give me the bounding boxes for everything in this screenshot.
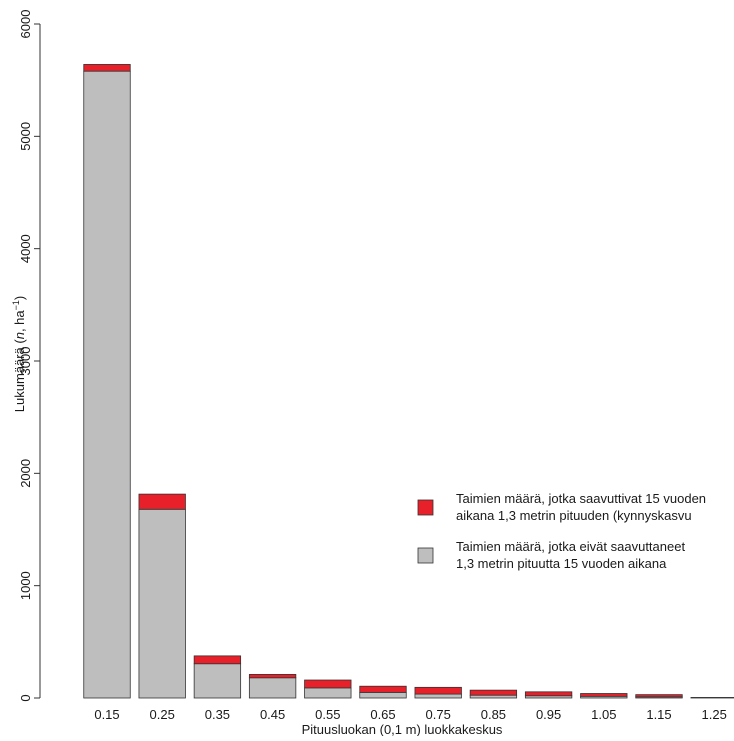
x-axis-ticks: 0.15 0.25 0.35 0.45 0.55 0.65 0.75 0.85 0.95 1.05… [94, 707, 727, 722]
bar-segment-reached [580, 693, 628, 697]
y-axis-title-unit: , ha [12, 310, 27, 332]
bar-segment-reached [83, 64, 131, 72]
y-axis-title-n: n [12, 332, 27, 339]
bar-segment-reached [359, 685, 407, 693]
bar-segment-not-reached [414, 693, 462, 699]
x-tick-label: 0.65 [370, 707, 395, 722]
y-tick-label: 0 [18, 694, 33, 701]
bar-segment-reached [414, 686, 462, 695]
x-tick-label: 1.05 [591, 707, 616, 722]
y-axis-title: Lukumäärä (n, ha−1) [11, 296, 27, 413]
bar-segment-not-reached [469, 694, 518, 699]
y-axis-title-prefix: Lukumäärä ( [12, 339, 27, 413]
legend-label-line: 1,3 metrin pituutta 15 vuoden aikana [456, 556, 667, 571]
bar-segment-reached [635, 694, 683, 698]
bar-segment-not-reached [304, 687, 352, 699]
bar-segment-reached [469, 689, 518, 696]
legend-swatch [417, 499, 434, 516]
bar-segment-not-reached [83, 70, 131, 699]
legend: Taimien määrä, jotka saavuttivat 15 vuod… [417, 491, 706, 571]
x-tick-label: 0.95 [536, 707, 561, 722]
y-tick-label: 6000 [18, 10, 33, 39]
x-tick-label: 0.15 [94, 707, 119, 722]
x-tick-label: 1.25 [702, 707, 727, 722]
y-tick-label: 3000 [18, 347, 33, 376]
x-tick-label: 0.75 [426, 707, 451, 722]
x-tick-label: 1.15 [646, 707, 671, 722]
y-axis: 0 1000 2000 3000 4000 5000 6000 [18, 10, 41, 702]
bar-segment-reached [304, 679, 352, 689]
legend-label-line: Taimien määrä, jotka eivät saavuttaneet [456, 539, 685, 554]
y-axis-title-exponent: −1 [11, 300, 21, 310]
legend-label-line: Taimien määrä, jotka saavuttivat 15 vuod… [456, 491, 706, 506]
bar-segment-reached [248, 674, 297, 679]
x-tick-label: 0.55 [315, 707, 340, 722]
y-tick-label: 4000 [18, 234, 33, 263]
y-tick-label: 1000 [18, 571, 33, 600]
bar-segment-reached [193, 655, 242, 665]
legend-label-line: aikana 1,3 metrin pituuden (kynnyskasvu [456, 508, 692, 523]
bar-segment-not-reached [359, 691, 407, 699]
bar-segment-not-reached [138, 508, 186, 699]
bar-segment-reached [138, 493, 186, 510]
x-axis-title: Pituusluokan (0,1 m) luokkakeskus [302, 722, 503, 736]
bar-segment-not-reached [690, 697, 734, 699]
y-tick-label: 2000 [18, 459, 33, 488]
x-tick-label: 0.35 [205, 707, 230, 722]
x-tick-label: 0.85 [481, 707, 506, 722]
bar-segment-reached [524, 691, 573, 697]
bar-segment-not-reached [193, 663, 242, 699]
x-tick-label: 0.45 [260, 707, 285, 722]
y-axis-title-suffix: ) [12, 296, 27, 300]
x-tick-label: 0.25 [150, 707, 175, 722]
y-tick-label: 5000 [18, 122, 33, 151]
bars-group [83, 64, 734, 699]
bar-segment-not-reached [248, 677, 297, 699]
legend-swatch [417, 547, 434, 564]
